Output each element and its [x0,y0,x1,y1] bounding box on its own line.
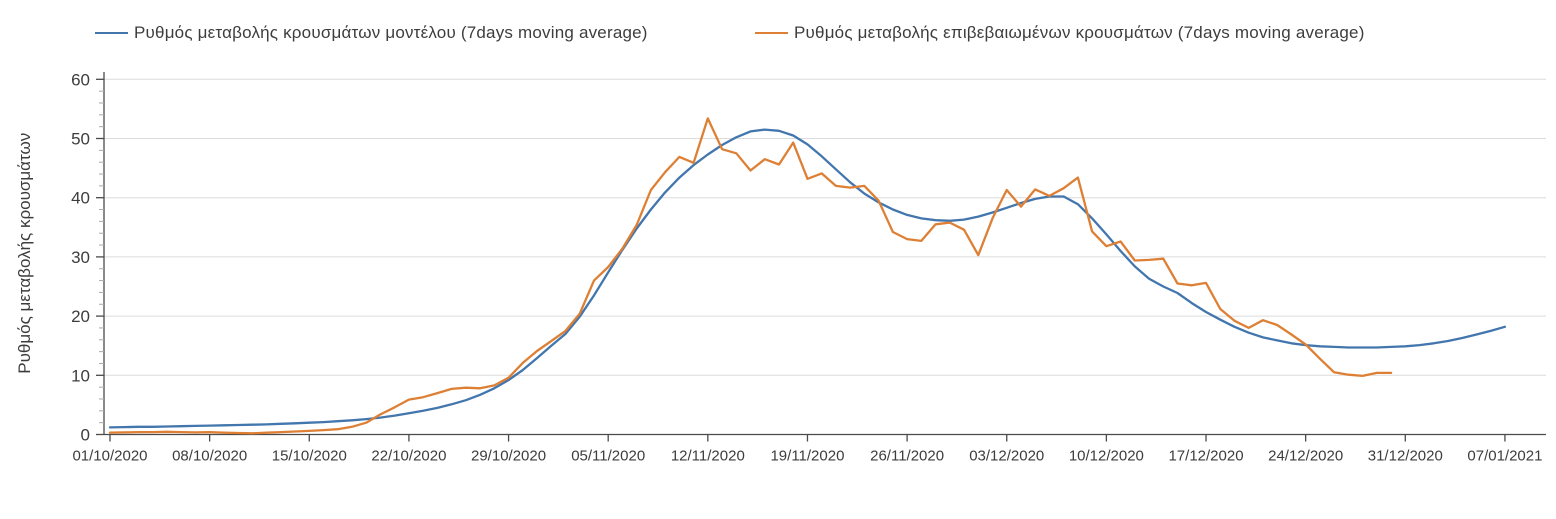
legend-entry-confirmed: Ρυθμός μεταβολής επιβεβαιωμένων κρουσμάτ… [755,22,1365,44]
y-tick-label: 40 [71,189,90,208]
y-tick-label: 0 [81,426,90,445]
x-tick-label: 22/10/2020 [371,448,446,465]
x-tick-label: 29/10/2020 [471,448,546,465]
x-tick-label: 03/12/2020 [969,448,1044,465]
y-tick-label: 50 [71,130,90,149]
x-tick-label: 08/10/2020 [172,448,247,465]
y-axis-title: Ρυθμός μεταβολής κρουσμάτων [15,133,34,374]
x-tick-label: 07/01/2021 [1467,448,1542,465]
x-tick-label: 15/10/2020 [272,448,347,465]
axes: 0 10 20 30 40 50 60 01/10/2020 08/10/2020 15/10/2… [71,70,1546,465]
legend-entry-model: Ρυθμός μεταβολής κρουσμάτων μοντέλου (7d… [95,22,648,44]
x-tick-label: 26/11/2020 [870,448,944,465]
y-tick-label: 10 [71,366,90,385]
x-tick-label: 24/12/2020 [1268,448,1343,465]
gridlines [104,78,1546,376]
y-tick-label: 20 [71,307,90,326]
x-tick-label: 31/12/2020 [1368,448,1443,465]
x-tick-label: 10/12/2020 [1069,448,1144,465]
x-tick-label: 05/11/2020 [571,448,645,465]
legend-label-model: Ρυθμός μεταβολής κρουσμάτων μοντέλου (7d… [134,23,648,42]
confirmed-series-line [108,117,1393,435]
y-tick-label: 30 [71,248,90,267]
model-line-marker [95,32,128,34]
y-tick-label: 60 [71,70,90,89]
confirmed-line-marker [755,32,788,34]
x-tick-label: 12/11/2020 [671,448,745,465]
legend-label-confirmed: Ρυθμός μεταβολής επιβεβαιωμένων κρουσμάτ… [794,23,1365,42]
model-series-line [108,128,1507,429]
x-tick-label: 17/12/2020 [1168,448,1243,465]
x-tick-label: 01/10/2020 [72,448,147,465]
x-tick-label: 19/11/2020 [770,448,844,465]
